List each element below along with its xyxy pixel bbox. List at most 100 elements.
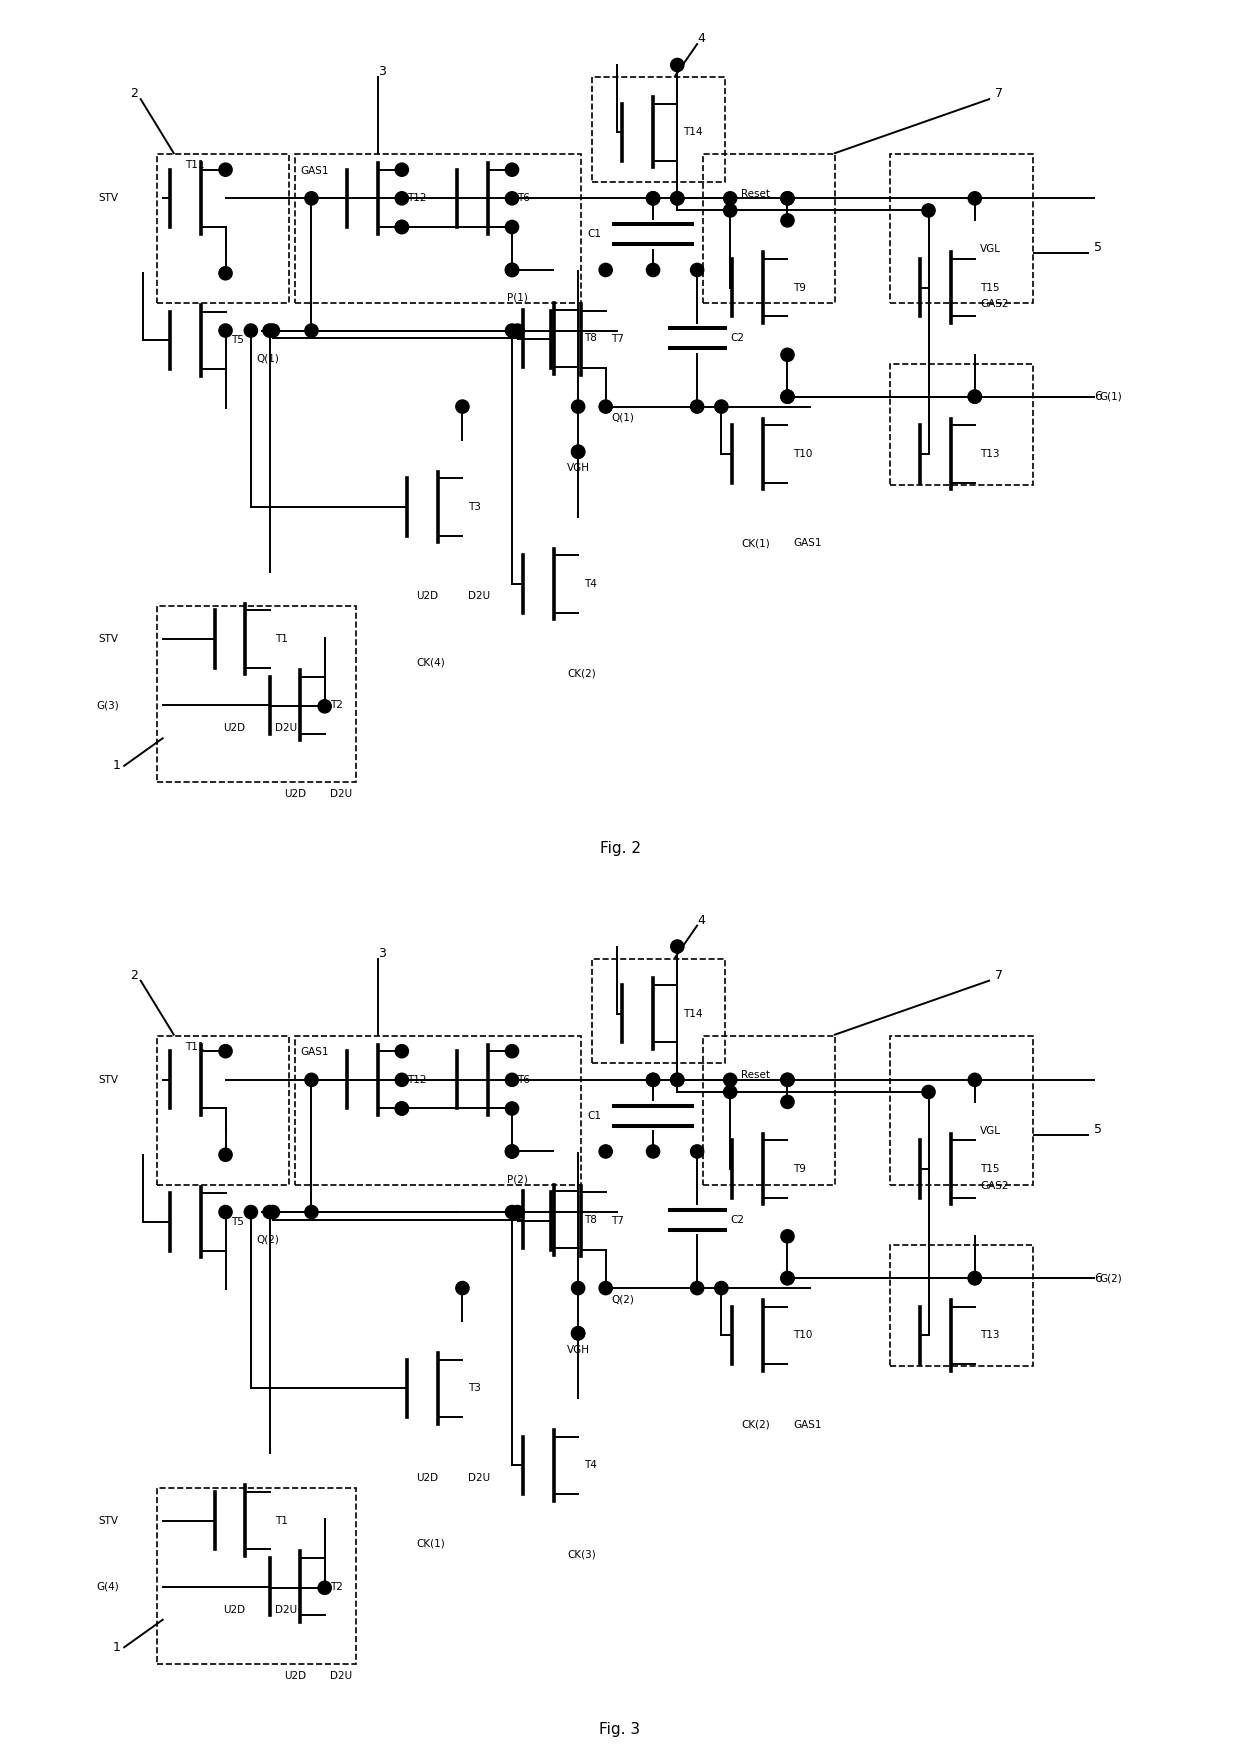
Text: Reset: Reset — [742, 189, 770, 199]
Text: T11: T11 — [185, 160, 205, 171]
Text: T9: T9 — [794, 282, 806, 293]
Circle shape — [714, 1282, 728, 1294]
Text: T11: T11 — [185, 1042, 205, 1053]
Circle shape — [724, 205, 737, 217]
Circle shape — [305, 324, 319, 337]
Text: G(2): G(2) — [1100, 1273, 1122, 1283]
Text: T2: T2 — [330, 1581, 343, 1592]
Text: T10: T10 — [794, 450, 812, 458]
Circle shape — [968, 1074, 981, 1086]
Circle shape — [646, 263, 660, 277]
Text: GAS1: GAS1 — [300, 166, 329, 176]
Text: G(3): G(3) — [95, 700, 119, 710]
Circle shape — [781, 1074, 794, 1086]
Circle shape — [691, 263, 704, 277]
Circle shape — [319, 700, 331, 712]
Circle shape — [506, 324, 518, 337]
Text: 6: 6 — [1094, 1271, 1101, 1285]
Circle shape — [921, 205, 935, 217]
Circle shape — [781, 1271, 794, 1285]
Circle shape — [263, 324, 277, 337]
Circle shape — [781, 1231, 794, 1243]
Text: C1: C1 — [587, 229, 601, 240]
Text: 2: 2 — [130, 86, 138, 100]
Circle shape — [219, 1206, 232, 1218]
Circle shape — [396, 1044, 408, 1058]
Circle shape — [219, 164, 232, 176]
Text: T1: T1 — [275, 1516, 288, 1525]
Circle shape — [506, 164, 518, 176]
Text: T12: T12 — [407, 1075, 427, 1084]
Circle shape — [572, 1282, 585, 1294]
Circle shape — [968, 192, 981, 205]
Text: C2: C2 — [730, 333, 744, 344]
Text: 3: 3 — [378, 947, 386, 959]
Circle shape — [691, 400, 704, 413]
Text: 5: 5 — [1094, 242, 1102, 254]
Text: STV: STV — [99, 1075, 119, 1084]
Circle shape — [506, 192, 518, 205]
Text: D2U: D2U — [467, 1472, 490, 1483]
Circle shape — [396, 1102, 408, 1114]
Text: 3: 3 — [378, 65, 386, 78]
Circle shape — [781, 390, 794, 404]
Bar — [295, 1037, 582, 1185]
Circle shape — [724, 1086, 737, 1098]
Text: STV: STV — [99, 635, 119, 643]
Text: U2D: U2D — [223, 723, 246, 733]
Circle shape — [781, 192, 794, 205]
Text: 7: 7 — [994, 86, 1003, 100]
Bar — [890, 1037, 1033, 1185]
Text: D2U: D2U — [330, 1671, 352, 1680]
Text: Q(1): Q(1) — [611, 413, 634, 423]
Text: 1: 1 — [113, 1641, 122, 1654]
Circle shape — [396, 220, 408, 233]
Text: T6: T6 — [517, 1075, 531, 1084]
Text: VGH: VGH — [567, 1345, 590, 1354]
Text: T5: T5 — [231, 1216, 244, 1227]
Text: VGL: VGL — [981, 243, 1002, 254]
Circle shape — [219, 266, 232, 280]
Text: Reset: Reset — [742, 1070, 770, 1081]
Circle shape — [599, 263, 613, 277]
Circle shape — [671, 192, 684, 205]
Text: 1: 1 — [113, 760, 122, 772]
Circle shape — [572, 444, 585, 458]
Text: GAS2: GAS2 — [981, 300, 1009, 309]
Text: T8: T8 — [584, 1215, 596, 1225]
Circle shape — [646, 192, 660, 205]
Circle shape — [646, 1074, 660, 1086]
Text: CK(2): CK(2) — [567, 668, 596, 679]
Circle shape — [781, 1074, 794, 1086]
Circle shape — [781, 349, 794, 361]
Circle shape — [599, 1144, 613, 1158]
Text: U2D: U2D — [417, 591, 438, 601]
Text: T15: T15 — [981, 1164, 999, 1174]
Text: T14: T14 — [683, 1008, 702, 1019]
Bar — [157, 1037, 289, 1185]
Text: Q(2): Q(2) — [611, 1294, 634, 1305]
Circle shape — [305, 1074, 319, 1086]
Text: C1: C1 — [587, 1111, 601, 1121]
Circle shape — [572, 444, 585, 458]
Text: U2D: U2D — [284, 790, 306, 799]
Circle shape — [572, 1326, 585, 1340]
Bar — [593, 959, 724, 1063]
Circle shape — [305, 1206, 319, 1218]
Circle shape — [396, 1102, 408, 1114]
Circle shape — [506, 263, 518, 277]
Text: T1: T1 — [275, 635, 288, 643]
Circle shape — [646, 1074, 660, 1086]
Text: 6: 6 — [1094, 390, 1101, 404]
Text: G(4): G(4) — [95, 1581, 119, 1592]
Circle shape — [267, 1206, 279, 1218]
Bar — [157, 153, 289, 303]
Text: D2U: D2U — [275, 723, 298, 733]
Text: U2D: U2D — [417, 1472, 438, 1483]
Circle shape — [506, 1206, 518, 1218]
Text: T7: T7 — [611, 335, 624, 344]
Text: CK(3): CK(3) — [567, 1550, 596, 1560]
Circle shape — [506, 220, 518, 233]
Text: G(1): G(1) — [1100, 391, 1122, 402]
Bar — [890, 153, 1033, 303]
